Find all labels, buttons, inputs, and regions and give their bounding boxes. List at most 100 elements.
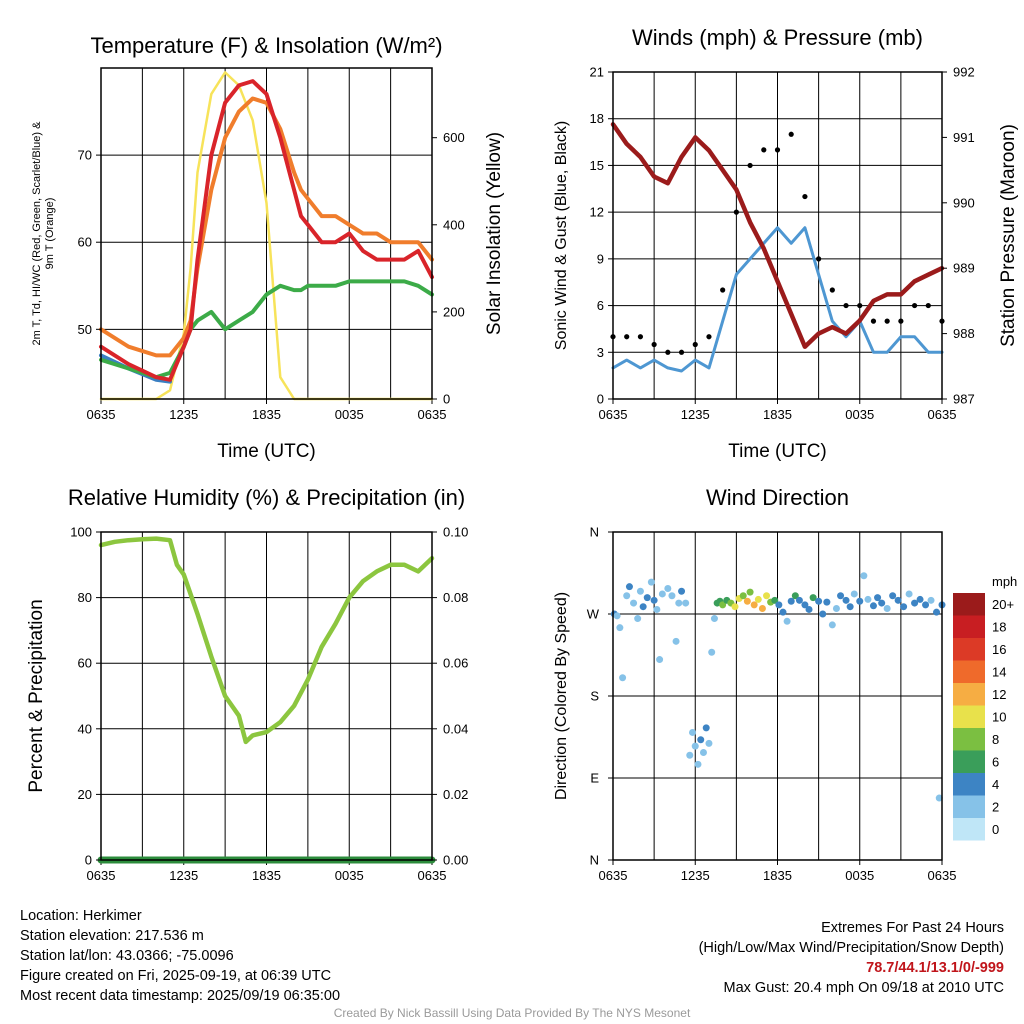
colorbar-swatch bbox=[953, 683, 985, 706]
x-tick-label: 1835 bbox=[252, 868, 281, 883]
colorbar-swatch bbox=[953, 705, 985, 728]
chart-panel-3: 0635 1235 1835 0035 0635 Relative Humidity (%… bbox=[26, 485, 468, 883]
chart-panel-4: 0635 1235 1835 0035 0635 Wind Direction N E S W N D… bbox=[553, 485, 1017, 883]
direction-point bbox=[837, 592, 845, 600]
x-tick-label: 1235 bbox=[681, 407, 710, 422]
direction-point bbox=[623, 592, 631, 600]
y-tick-label: 0 bbox=[85, 853, 92, 868]
direction-point bbox=[801, 601, 809, 609]
y-axis-label-right: Station Pressure (Maroon) bbox=[998, 124, 1019, 347]
colorbar-label: 10 bbox=[992, 710, 1006, 725]
location-text: Location: Herkimer bbox=[20, 908, 142, 924]
direction-point bbox=[819, 610, 827, 618]
direction-point bbox=[878, 599, 886, 607]
gust-point bbox=[884, 318, 890, 324]
gust-point bbox=[706, 334, 712, 340]
direction-point bbox=[750, 601, 758, 609]
direction-point bbox=[815, 597, 823, 605]
colorbar-label: 2 bbox=[992, 800, 999, 815]
y-tick-label: 15 bbox=[590, 158, 604, 173]
x-tick-label: 0035 bbox=[335, 868, 364, 883]
x-tick-label: 0635 bbox=[87, 868, 116, 883]
x-tick-label: 0035 bbox=[845, 407, 874, 422]
direction-point bbox=[619, 674, 627, 682]
direction-point bbox=[636, 587, 644, 595]
chart-title: Winds (mph) & Pressure (mb) bbox=[632, 25, 923, 50]
colorbar-label: 0 bbox=[992, 822, 999, 837]
gust-point bbox=[911, 302, 918, 309]
y-tick-label: 12 bbox=[590, 205, 604, 220]
direction-point bbox=[639, 603, 647, 611]
colorbar-swatch bbox=[953, 818, 985, 841]
chart-title: Temperature (F) & Insolation (W/m²) bbox=[90, 33, 442, 58]
x-tick-label: 0635 bbox=[599, 868, 628, 883]
direction-point bbox=[650, 596, 658, 604]
y-tick-label-right: 200 bbox=[443, 304, 465, 319]
gust-point bbox=[816, 256, 822, 262]
colorbar-title: mph bbox=[992, 574, 1017, 589]
direction-point bbox=[823, 598, 831, 606]
gust-point bbox=[637, 334, 644, 340]
colorbar-swatch bbox=[953, 750, 985, 773]
gust-point bbox=[692, 341, 698, 348]
gust-point bbox=[843, 302, 849, 309]
y-tick-label-right: 0.08 bbox=[443, 590, 468, 605]
direction-point bbox=[739, 592, 747, 600]
extremes-title: Extremes For Past 24 Hours bbox=[821, 920, 1004, 936]
direction-point bbox=[795, 596, 803, 604]
plot-border bbox=[612, 71, 943, 400]
direction-point bbox=[832, 605, 840, 613]
y-tick-label-right: 0.06 bbox=[443, 656, 468, 671]
y-tick-label: N bbox=[590, 853, 599, 868]
gust-point bbox=[678, 349, 685, 355]
max-gust-text: Max Gust: 20.4 mph On 09/18 at 2010 UTC bbox=[723, 980, 1004, 996]
direction-point bbox=[860, 572, 868, 580]
gust-point bbox=[870, 318, 877, 324]
direction-point bbox=[634, 615, 642, 623]
direction-point bbox=[900, 603, 908, 611]
direction-point bbox=[869, 602, 877, 610]
y-tick-label: 60 bbox=[78, 656, 92, 671]
colorbar-label: 6 bbox=[992, 755, 999, 770]
direction-point bbox=[828, 621, 836, 629]
y-tick-label: 18 bbox=[590, 111, 604, 126]
y-tick-label: 6 bbox=[597, 298, 604, 313]
colorbar-label: 20+ bbox=[992, 597, 1014, 612]
direction-point bbox=[775, 601, 783, 609]
colorbar-label: 16 bbox=[992, 642, 1006, 657]
y-tick-label-right: 0.04 bbox=[443, 721, 468, 736]
colorbar: mph 20+ 18 16 14 12 10 8 6 4 2 0 bbox=[953, 574, 1017, 841]
direction-point bbox=[689, 728, 697, 736]
direction-point bbox=[842, 596, 850, 604]
x-tick-label: 0635 bbox=[928, 407, 957, 422]
direction-point bbox=[791, 592, 799, 600]
x-tick-label: 0635 bbox=[418, 407, 447, 422]
y-tick-label: N bbox=[590, 525, 599, 540]
direction-point bbox=[702, 724, 710, 732]
direction-point bbox=[656, 656, 664, 664]
y-tick-label-right: 988 bbox=[953, 326, 975, 341]
y-tick-label-right: 600 bbox=[443, 130, 465, 145]
x-tick-label: 1235 bbox=[169, 868, 198, 883]
x-tick-label: 1235 bbox=[169, 407, 198, 422]
y-tick-label-right: 400 bbox=[443, 217, 465, 232]
direction-point bbox=[705, 739, 713, 747]
extremes-panel: Extremes For Past 24 Hours (High/Low/Max… bbox=[699, 918, 1004, 998]
colorbar-swatch bbox=[953, 795, 985, 818]
colorbar-label: 14 bbox=[992, 665, 1006, 680]
plot-border bbox=[612, 531, 943, 861]
y-tick-label: 21 bbox=[590, 65, 604, 80]
colorbar-swatch bbox=[953, 660, 985, 683]
direction-point bbox=[743, 597, 751, 605]
direction-point bbox=[675, 599, 683, 607]
direction-point bbox=[653, 605, 661, 613]
direction-point bbox=[708, 648, 716, 656]
series-line-2m-t bbox=[99, 79, 434, 382]
direction-point bbox=[754, 595, 762, 603]
series-line-9m-t bbox=[99, 96, 434, 358]
colorbar-label: 8 bbox=[992, 732, 999, 747]
direction-point bbox=[682, 599, 690, 607]
y-axis-label: Percent & Precipitation bbox=[26, 599, 47, 792]
direction-point bbox=[894, 596, 902, 604]
gust-point bbox=[925, 302, 931, 309]
